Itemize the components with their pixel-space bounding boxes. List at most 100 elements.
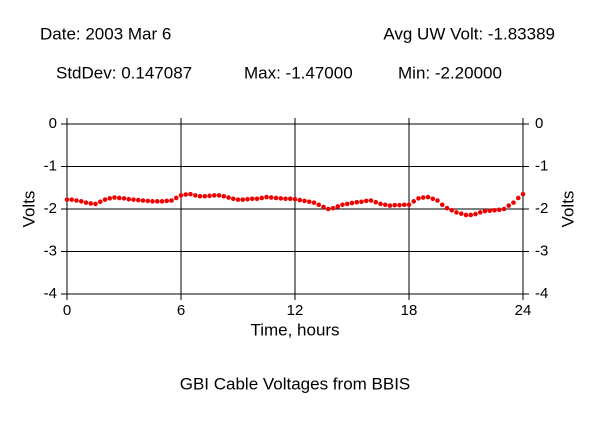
- data-point: [102, 197, 108, 202]
- data-point: [221, 193, 227, 199]
- data-point: [259, 195, 265, 201]
- annotation: Date: 2003 Mar 6: [40, 24, 171, 43]
- data-point: [83, 200, 89, 205]
- data-point: [292, 196, 298, 202]
- y2-tick-label: -2: [535, 200, 548, 217]
- data-point: [420, 195, 426, 200]
- x-tick-label: 0: [63, 302, 71, 319]
- data-point: [435, 198, 440, 203]
- data-point: [97, 199, 103, 205]
- data-point: [297, 197, 303, 203]
- data-point: [473, 211, 478, 217]
- data-point: [496, 207, 502, 213]
- data-point: [226, 195, 231, 200]
- x-tick-label: 6: [177, 302, 185, 319]
- data-point: [287, 196, 293, 202]
- data-point: [501, 206, 507, 212]
- data-point: [126, 196, 132, 202]
- data-point: [150, 199, 155, 204]
- y2-tick-label: -4: [535, 285, 548, 302]
- data-point: [511, 200, 516, 205]
- data-point: [349, 200, 355, 206]
- data-point: [506, 203, 512, 208]
- data-point: [363, 198, 369, 204]
- data-point: [449, 207, 455, 213]
- data-point: [330, 205, 336, 211]
- x-tick-label: 24: [515, 302, 532, 319]
- y-tick-label: -2: [44, 200, 57, 217]
- chart-title: GBI Cable Voltages from BBIS: [180, 374, 411, 393]
- data-point: [207, 193, 212, 199]
- data-point: [482, 208, 488, 214]
- data-point: [74, 198, 79, 203]
- data-point: [411, 199, 417, 204]
- data-point: [107, 196, 113, 201]
- data-point: [311, 200, 317, 205]
- data-point: [216, 193, 222, 198]
- data-point: [154, 199, 160, 204]
- data-point: [173, 195, 179, 201]
- data-point: [463, 212, 469, 218]
- data-point: [401, 202, 407, 208]
- data-point: [112, 195, 117, 200]
- data-point: [430, 196, 436, 202]
- y-tick-label: -1: [44, 157, 57, 174]
- data-point: [340, 202, 345, 208]
- data-point: [188, 191, 193, 197]
- annotation: Min: -2.20000: [398, 63, 502, 82]
- data-point: [439, 202, 445, 208]
- y-axis-label: Volts: [19, 191, 38, 228]
- data-point: [392, 202, 398, 208]
- data-point: [387, 203, 393, 208]
- data-point: [316, 202, 322, 208]
- data-point: [211, 193, 217, 198]
- data-point: [93, 201, 98, 207]
- data-point: [135, 197, 141, 203]
- plot-frame: [66, 123, 524, 295]
- data-point: [235, 197, 241, 202]
- data-point: [268, 195, 274, 200]
- data-point: [273, 195, 279, 201]
- y-tick-label: 0: [49, 115, 57, 132]
- data-point: [283, 196, 288, 202]
- data-point: [69, 197, 75, 202]
- y-tick-label: -3: [44, 242, 57, 259]
- data-point: [140, 198, 146, 203]
- data-point: [264, 194, 269, 200]
- data-point: [64, 197, 70, 202]
- data-point: [515, 195, 521, 201]
- x-tick-label: 12: [287, 302, 304, 319]
- annotation: StdDev: 0.147087: [56, 63, 192, 82]
- data-point: [425, 194, 431, 200]
- data-point: [454, 210, 459, 215]
- data-point: [416, 196, 421, 201]
- data-point: [354, 199, 360, 205]
- data-point: [373, 199, 379, 205]
- data-point: [477, 210, 483, 215]
- data-point: [245, 196, 250, 202]
- data-point: [178, 193, 184, 198]
- data-point: [249, 196, 255, 202]
- data-point: [121, 196, 127, 201]
- data-point: [192, 193, 198, 198]
- data-point: [444, 205, 450, 211]
- data-point: [278, 196, 284, 201]
- y2-tick-label: 0: [535, 115, 543, 132]
- data-point: [492, 207, 497, 213]
- annotation: Avg UW Volt: -1.83389: [383, 24, 555, 43]
- data-point: [406, 202, 412, 208]
- data-point: [197, 193, 203, 199]
- data-point: [116, 195, 122, 201]
- data-point: [359, 199, 364, 205]
- data-point: [145, 198, 151, 204]
- data-point: [240, 197, 246, 202]
- data-point: [183, 192, 189, 197]
- data-point: [159, 199, 165, 204]
- data-point: [202, 193, 208, 199]
- data-point: [397, 202, 402, 208]
- y2-tick-label: -3: [535, 242, 548, 259]
- data-point: [378, 201, 383, 207]
- data-point: [382, 202, 388, 208]
- data-point: [368, 198, 374, 203]
